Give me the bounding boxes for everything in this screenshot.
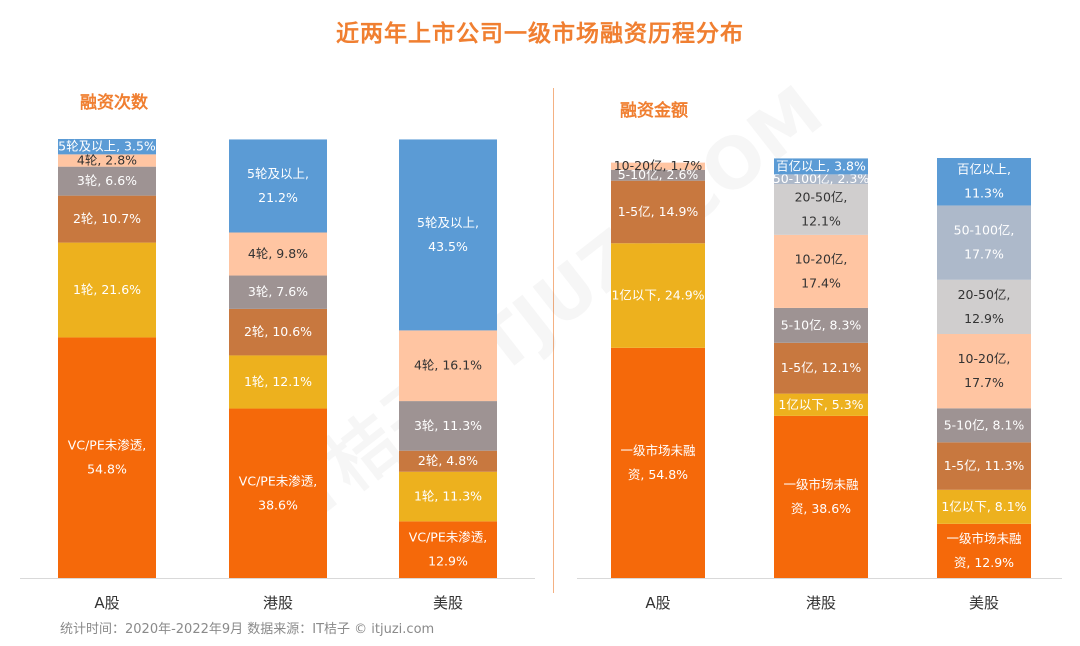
category-label: A股 [645, 594, 670, 612]
category-label: A股 [94, 594, 119, 612]
bar-segment [774, 184, 868, 235]
data-label: 1-5亿, 11.3% [944, 458, 1025, 473]
data-label: 2轮, 10.7% [73, 211, 141, 226]
bar-segment [58, 242, 156, 338]
data-label: 20-50亿, 12.1% [795, 189, 848, 228]
bar-segment [937, 205, 1031, 280]
bar-segment [229, 308, 327, 356]
bar-segment [774, 342, 868, 394]
data-label: 10-20亿, 1.7% [614, 158, 703, 173]
bar-segment [611, 162, 705, 170]
data-label: 2轮, 10.6% [244, 324, 312, 339]
data-label: 一级市场未融资, 38.6% [783, 477, 859, 516]
bar-segment [774, 174, 868, 185]
bar-segment [774, 307, 868, 343]
bar-segment [937, 158, 1031, 206]
bar-segment [399, 401, 497, 451]
data-label: VC/PE未渗透, 54.8% [68, 438, 146, 477]
bar-segment [937, 333, 1031, 409]
bar-segment [229, 275, 327, 309]
data-label: 一级市场未融资, 12.9% [946, 531, 1022, 570]
bar-segment [937, 279, 1031, 334]
left-panel-title: 融资次数 [80, 93, 148, 113]
data-label: 4轮, 2.8% [77, 153, 137, 168]
data-label: 百亿以上, 11.3% [957, 162, 1011, 201]
bar-segment [611, 243, 705, 348]
data-label: 1亿以下, 24.9% [611, 288, 704, 303]
data-label: 3轮, 6.6% [77, 173, 137, 188]
category-label: 美股 [433, 594, 463, 612]
data-label: 4轮, 9.8% [248, 246, 308, 261]
data-label: 5-10亿, 8.3% [781, 317, 862, 332]
data-label: 2轮, 4.8% [418, 453, 478, 468]
bar-segment [58, 154, 156, 167]
bar-segment [611, 180, 705, 244]
data-label: 10-20亿, 17.4% [795, 251, 848, 290]
data-label: 1-5亿, 12.1% [781, 360, 862, 375]
bar-segment [774, 393, 868, 416]
bar-segment [399, 330, 497, 402]
data-label: 1轮, 21.6% [73, 282, 141, 297]
bar-segment [58, 195, 156, 243]
bar-segment [229, 408, 327, 578]
bar-segment [399, 521, 497, 578]
watermark: IT桔子 ITJUZI.COM [253, 70, 838, 553]
data-label: 20-50亿, 12.9% [958, 287, 1011, 326]
bar-segment [58, 337, 156, 578]
data-label: 50-100亿, 2.3% [773, 171, 870, 186]
data-label: 50-100亿, 17.7% [954, 223, 1015, 262]
data-label: 4轮, 16.1% [414, 358, 482, 373]
data-label: 1-5亿, 14.9% [618, 204, 699, 219]
bar-segment [229, 355, 327, 409]
data-label: 百亿以上, 3.8% [776, 158, 866, 173]
data-label: 1轮, 12.1% [244, 374, 312, 389]
bar-segment [399, 450, 497, 472]
footnote: 统计时间：2020年-2022年9月 数据来源：IT桔子 © itjuzi.co… [60, 622, 435, 637]
data-label: 3轮, 7.6% [248, 284, 308, 299]
data-label: 5轮及以上, 21.2% [247, 166, 309, 205]
bar-segment [611, 347, 705, 578]
data-label: 3轮, 11.3% [414, 418, 482, 433]
bar-segment [937, 489, 1031, 524]
bar-segment [229, 232, 327, 276]
bar-segment [58, 166, 156, 196]
panel-divider [553, 88, 554, 593]
bar-segment [937, 523, 1031, 578]
data-label: VC/PE未渗透, 38.6% [239, 473, 317, 512]
data-label: 5-10亿, 8.1% [944, 417, 1025, 432]
bar-segment [611, 169, 705, 181]
bar-segment [937, 442, 1031, 490]
category-label: 港股 [806, 594, 836, 612]
data-label: 5-10亿, 2.6% [618, 167, 699, 182]
bar-segment [774, 234, 868, 308]
data-label: 一级市场未融资, 54.8% [620, 443, 696, 482]
bar-segment [399, 139, 497, 331]
right-panel-title: 融资金额 [620, 101, 688, 121]
data-label: 1亿以下, 8.1% [941, 499, 1026, 514]
data-label: VC/PE未渗透, 12.9% [409, 530, 487, 569]
bar-segment [399, 471, 497, 522]
data-label: 10-20亿, 17.7% [958, 351, 1011, 390]
category-label: 港股 [263, 594, 293, 612]
data-label: 1轮, 11.3% [414, 489, 482, 504]
category-label: 美股 [969, 594, 999, 612]
bar-segment [774, 415, 868, 578]
data-label: 1亿以下, 5.3% [778, 397, 863, 412]
bar-segment [774, 158, 868, 175]
bar-segment [937, 408, 1031, 443]
bar-segment [58, 139, 156, 155]
chart-title: 近两年上市公司一级市场融资历程分布 [336, 21, 744, 47]
data-label: 5轮及以上, 43.5% [417, 215, 479, 254]
data-label: 5轮及以上, 3.5% [58, 139, 156, 154]
bar-segment [229, 139, 327, 233]
